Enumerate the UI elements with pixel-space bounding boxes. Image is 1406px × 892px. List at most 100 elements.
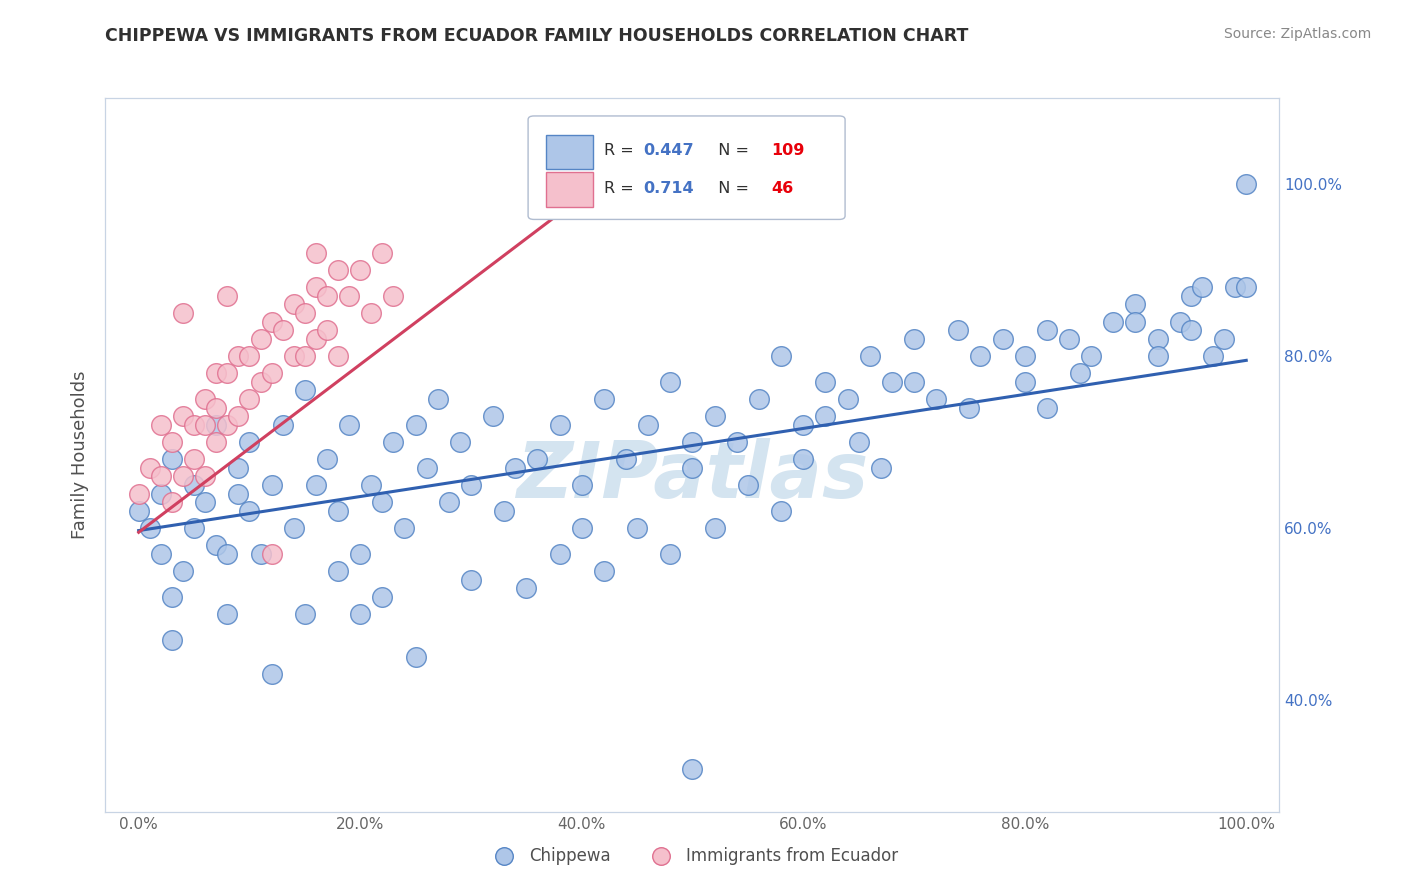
Point: [814, 409, 837, 424]
Point: [149, 547, 172, 561]
Point: [205, 401, 228, 415]
Point: [571, 521, 593, 535]
Point: [1102, 315, 1125, 329]
Point: [503, 460, 526, 475]
Point: [228, 409, 250, 424]
Point: [1146, 349, 1168, 363]
Text: R =: R =: [605, 144, 640, 159]
Point: [260, 667, 283, 681]
Point: [183, 452, 205, 467]
Point: [460, 573, 482, 587]
Text: N =: N =: [707, 144, 754, 159]
Text: 0.714: 0.714: [643, 180, 693, 195]
Point: [659, 547, 682, 561]
Point: [548, 547, 571, 561]
Point: [205, 366, 228, 380]
Point: [394, 521, 416, 535]
Point: [1069, 366, 1091, 380]
Point: [703, 409, 725, 424]
Point: [681, 435, 703, 450]
Point: [305, 332, 328, 346]
Point: [294, 306, 316, 320]
Point: [228, 349, 250, 363]
Point: [725, 435, 748, 450]
Point: [205, 538, 228, 552]
Point: [205, 417, 228, 432]
Point: [1080, 349, 1102, 363]
Point: [326, 263, 349, 277]
Point: [371, 590, 394, 604]
Point: [305, 245, 328, 260]
Point: [228, 460, 250, 475]
Point: [360, 306, 382, 320]
Point: [681, 460, 703, 475]
Point: [149, 417, 172, 432]
Legend: Chippewa, Immigrants from Ecuador: Chippewa, Immigrants from Ecuador: [481, 840, 904, 871]
Point: [217, 289, 239, 303]
Point: [260, 315, 283, 329]
Point: [194, 469, 217, 483]
Point: [249, 547, 271, 561]
Point: [260, 547, 283, 561]
Point: [283, 349, 305, 363]
Point: [349, 607, 371, 621]
Point: [415, 460, 437, 475]
FancyBboxPatch shape: [546, 136, 593, 169]
Point: [482, 409, 505, 424]
Point: [238, 435, 260, 450]
Point: [792, 417, 814, 432]
Point: [283, 521, 305, 535]
Point: [426, 392, 449, 406]
Point: [681, 762, 703, 776]
Point: [437, 495, 460, 509]
Point: [903, 332, 925, 346]
Point: [316, 289, 339, 303]
Point: [316, 323, 339, 337]
Point: [194, 417, 217, 432]
Point: [294, 349, 316, 363]
Point: [238, 392, 260, 406]
Text: CHIPPEWA VS IMMIGRANTS FROM ECUADOR FAMILY HOUSEHOLDS CORRELATION CHART: CHIPPEWA VS IMMIGRANTS FROM ECUADOR FAMI…: [105, 27, 969, 45]
Point: [283, 297, 305, 311]
Point: [1234, 280, 1257, 294]
Point: [228, 486, 250, 500]
Point: [294, 384, 316, 398]
Point: [1125, 315, 1147, 329]
Point: [326, 504, 349, 518]
Point: [160, 590, 183, 604]
Point: [139, 521, 162, 535]
Point: [194, 495, 217, 509]
Point: [217, 607, 239, 621]
Point: [770, 349, 793, 363]
Point: [748, 392, 770, 406]
Point: [337, 417, 360, 432]
Point: [571, 478, 593, 492]
Point: [925, 392, 948, 406]
Point: [172, 409, 194, 424]
Point: [238, 504, 260, 518]
Point: [1168, 315, 1191, 329]
Point: [848, 435, 870, 450]
Point: [1213, 332, 1236, 346]
Point: [880, 375, 903, 389]
Point: [260, 366, 283, 380]
Point: [160, 632, 183, 647]
Point: [903, 375, 925, 389]
Point: [515, 581, 537, 595]
Point: [1014, 349, 1036, 363]
Point: [249, 332, 271, 346]
Point: [991, 332, 1014, 346]
Point: [349, 263, 371, 277]
Point: [149, 486, 172, 500]
Point: [183, 521, 205, 535]
Point: [405, 417, 427, 432]
Point: [139, 460, 162, 475]
Point: [592, 564, 614, 578]
Point: [326, 564, 349, 578]
Point: [160, 452, 183, 467]
Point: [837, 392, 859, 406]
Point: [1014, 375, 1036, 389]
Point: [294, 607, 316, 621]
Point: [172, 564, 194, 578]
Point: [238, 349, 260, 363]
